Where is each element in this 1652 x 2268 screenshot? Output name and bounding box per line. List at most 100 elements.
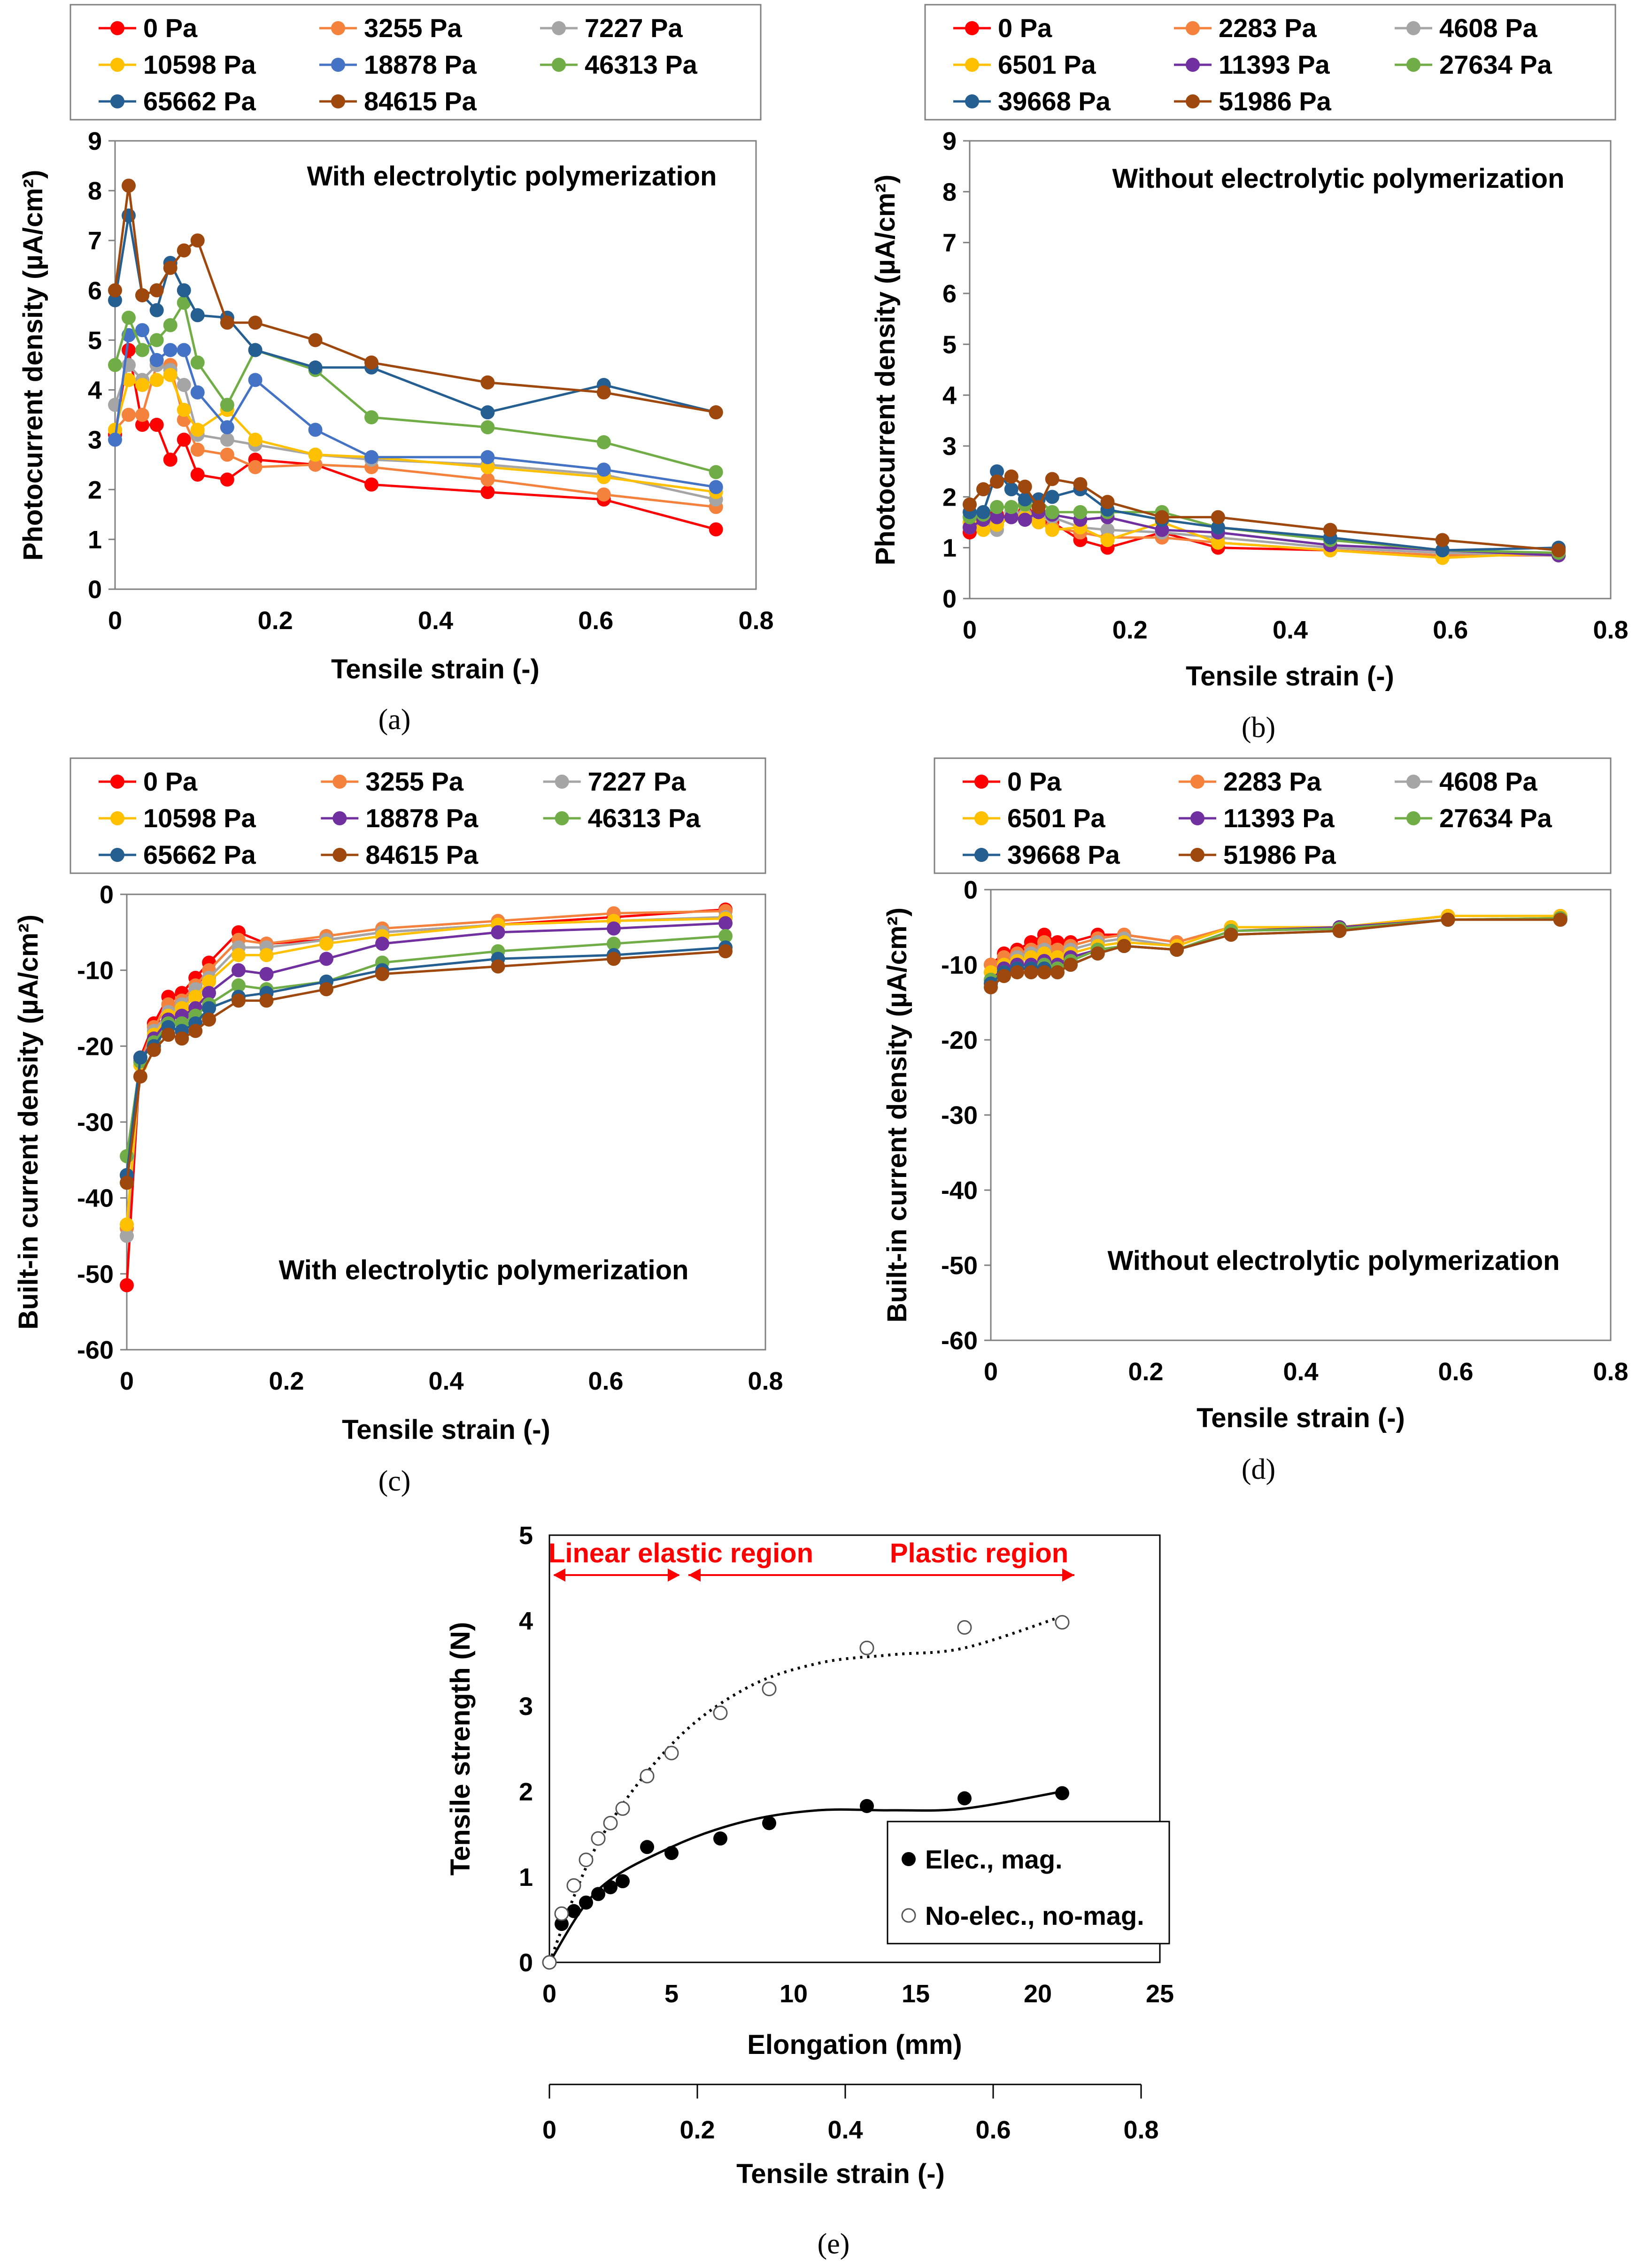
data-point: [554, 1906, 569, 1921]
data-point: [1004, 510, 1019, 524]
data-point: [1045, 505, 1059, 519]
plastic-region-label: Plastic region: [890, 1538, 1068, 1568]
data-point: [149, 373, 164, 387]
data-point: [149, 333, 164, 347]
y-tick-label: 5: [519, 1522, 533, 1550]
data-point: [596, 462, 611, 477]
data-point: [1211, 520, 1225, 535]
legend-label: 0 Pa: [143, 767, 198, 796]
data-point: [248, 432, 262, 447]
y-tick-label: -20: [77, 1032, 114, 1061]
secondary-tick-label: 0: [542, 2116, 556, 2144]
data-point: [163, 261, 178, 275]
data-point: [1073, 477, 1088, 492]
data-point: [248, 373, 262, 387]
legend-label: 18878 Pa: [364, 50, 477, 79]
x-tick-label: 0.2: [258, 607, 293, 635]
data-point: [190, 442, 205, 457]
data-point: [259, 967, 274, 981]
data-point: [607, 952, 621, 966]
legend-marker: [974, 811, 988, 825]
data-point: [607, 937, 621, 951]
legend-marker: [110, 21, 124, 35]
data-point: [149, 353, 164, 367]
x-axis-title: Tensile strain (-): [331, 654, 540, 684]
series-no-elec-no-mag: [542, 1615, 1070, 1970]
legend-marker: [555, 775, 569, 789]
legend-item: 18878 Pa: [319, 50, 477, 79]
legend-marker: [332, 848, 347, 862]
legend-box: [887, 1821, 1170, 1945]
legend-marker: [555, 811, 569, 825]
data-point: [1073, 505, 1088, 519]
legend-label: 6501 Pa: [998, 50, 1096, 79]
data-point: [596, 435, 611, 449]
legend-marker: [1406, 775, 1420, 789]
legend-label: 46313 Pa: [585, 50, 698, 79]
data-point: [1055, 1615, 1070, 1630]
data-point: [177, 432, 191, 447]
data-point: [762, 1816, 776, 1830]
legend-marker: [331, 94, 345, 108]
data-point: [1155, 523, 1169, 537]
x-tick-label: 0.4: [418, 607, 453, 635]
data-point: [640, 1768, 655, 1784]
data-point: [709, 522, 723, 537]
data-point: [1037, 965, 1051, 979]
data-point: [1045, 523, 1059, 537]
x-tick-label: 0.8: [738, 607, 773, 635]
legend-label: 2283 Pa: [1223, 767, 1321, 796]
data-point: [308, 360, 323, 375]
legend-label: 0 Pa: [998, 13, 1052, 43]
data-point: [177, 343, 191, 357]
panel-label: (c): [378, 1465, 411, 1497]
data-point: [149, 283, 164, 298]
y-tick-label: -30: [77, 1108, 114, 1137]
data-point: [220, 432, 234, 447]
data-point: [319, 952, 333, 966]
data-point: [579, 1895, 593, 1910]
data-point: [163, 368, 178, 382]
data-point: [308, 447, 323, 462]
data-point: [566, 1878, 581, 1893]
data-point: [133, 1069, 147, 1084]
data-point: [596, 487, 611, 502]
legend-item: 39668 Pa: [953, 86, 1111, 116]
series-84615-Pa: [108, 178, 723, 420]
data-point: [149, 417, 164, 432]
data-point: [1018, 479, 1032, 494]
y-tick-label: 4: [88, 377, 102, 405]
x-tick-label: 0.4: [1273, 616, 1308, 644]
legend-item: 0 Pa: [953, 13, 1052, 43]
x-axis-title: Tensile strain (-): [342, 1415, 550, 1445]
legend-marker: [110, 58, 124, 72]
x-tick-label: 25: [1146, 1980, 1174, 2008]
legend-marker: [974, 848, 988, 862]
data-point: [177, 295, 191, 310]
legend-marker: [552, 21, 566, 35]
y-tick-label: 9: [88, 127, 102, 155]
legend-item: 65662 Pa: [99, 86, 256, 116]
x-tick-label: 0: [108, 607, 122, 635]
series-line: [125, 946, 726, 1176]
panel-label: (a): [378, 704, 411, 736]
data-point: [202, 974, 216, 989]
x-tick-label: 0.6: [588, 1367, 623, 1395]
data-point: [859, 1640, 874, 1655]
legend-label: 39668 Pa: [1007, 840, 1120, 869]
y-axis-title: Tensile strength (N): [445, 1622, 476, 1876]
legend-marker: [110, 94, 124, 108]
series-10598-Pa: [120, 911, 733, 1232]
y-tick-label: 8: [88, 177, 102, 205]
data-point: [122, 407, 136, 422]
data-point: [713, 1831, 727, 1846]
data-point: [133, 1050, 147, 1065]
data-point: [161, 1028, 176, 1042]
data-point: [1224, 928, 1238, 942]
series-84615-Pa: [120, 944, 733, 1190]
legend-item: 7227 Pa: [543, 767, 686, 796]
y-axis-title: Built-in current density (µA/cm²): [882, 907, 912, 1322]
data-point: [190, 308, 205, 323]
data-point: [976, 505, 991, 519]
